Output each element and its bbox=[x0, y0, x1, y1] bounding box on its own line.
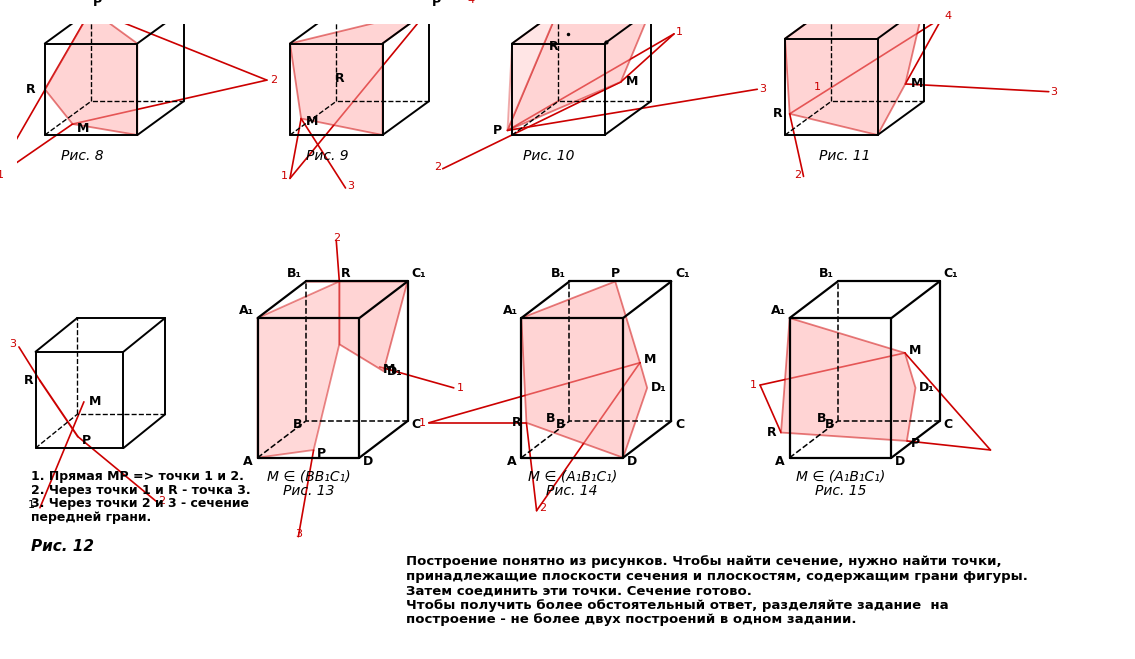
Text: M: M bbox=[89, 395, 101, 409]
Text: M: M bbox=[384, 363, 396, 376]
Text: Рис. 11: Рис. 11 bbox=[819, 149, 871, 163]
Text: M: M bbox=[644, 353, 656, 366]
Text: R: R bbox=[512, 416, 522, 429]
Text: 2. Через точки 1 и R - точка 3.: 2. Через точки 1 и R - точка 3. bbox=[31, 484, 251, 497]
Text: C₁: C₁ bbox=[411, 267, 426, 280]
Text: C: C bbox=[675, 418, 684, 432]
Text: B₁: B₁ bbox=[287, 267, 302, 280]
Text: D₁: D₁ bbox=[919, 382, 935, 394]
Text: A: A bbox=[775, 455, 785, 468]
Text: B: B bbox=[546, 412, 555, 425]
Text: Чтобы получить более обстоятельный ответ, разделяйте задание  на: Чтобы получить более обстоятельный ответ… bbox=[405, 598, 949, 612]
Text: Рис. 15: Рис. 15 bbox=[815, 484, 866, 498]
Text: 3: 3 bbox=[1051, 87, 1058, 97]
Text: Построение понятно из рисунков. Чтобы найти сечение, нужно найти точки,: Построение понятно из рисунков. Чтобы на… bbox=[405, 556, 1001, 568]
Text: 1: 1 bbox=[28, 500, 35, 510]
Text: R: R bbox=[549, 40, 558, 53]
Polygon shape bbox=[291, 10, 429, 135]
Text: построение - не более двух построений в одном задании.: построение - не более двух построений в … bbox=[405, 613, 856, 626]
Text: 1: 1 bbox=[814, 82, 821, 92]
Polygon shape bbox=[781, 318, 916, 441]
Text: Затем соединить эти точки. Сечение готово.: Затем соединить эти точки. Сечение готов… bbox=[405, 584, 751, 597]
Polygon shape bbox=[785, 5, 924, 135]
Text: A: A bbox=[507, 455, 516, 468]
Text: A₁: A₁ bbox=[238, 304, 254, 317]
Text: M ∈ (A₁B₁C₁): M ∈ (A₁B₁C₁) bbox=[796, 470, 885, 484]
Text: D₁: D₁ bbox=[650, 382, 666, 394]
Text: P: P bbox=[611, 267, 620, 280]
Polygon shape bbox=[44, 10, 137, 135]
Text: передней грани.: передней грани. bbox=[31, 511, 151, 524]
Text: 2: 2 bbox=[434, 162, 440, 172]
Text: B₁: B₁ bbox=[819, 267, 834, 280]
Text: D: D bbox=[363, 455, 373, 468]
Text: M ∈ (BB₁C₁): M ∈ (BB₁C₁) bbox=[267, 470, 351, 484]
Text: 2: 2 bbox=[333, 233, 339, 243]
Text: P: P bbox=[93, 0, 102, 9]
Polygon shape bbox=[521, 281, 647, 458]
Text: B₁: B₁ bbox=[550, 267, 565, 280]
Text: D: D bbox=[627, 455, 637, 468]
Text: B: B bbox=[816, 412, 826, 425]
Text: R: R bbox=[767, 426, 776, 439]
Text: A₁: A₁ bbox=[503, 304, 518, 317]
Text: C₁: C₁ bbox=[675, 267, 690, 280]
Text: P: P bbox=[318, 447, 327, 461]
Polygon shape bbox=[258, 281, 339, 458]
Text: M: M bbox=[77, 123, 90, 135]
Text: R: R bbox=[335, 72, 344, 85]
Text: 2: 2 bbox=[159, 496, 166, 506]
Text: 2: 2 bbox=[270, 75, 277, 85]
Text: 4: 4 bbox=[468, 0, 474, 5]
Text: M: M bbox=[627, 75, 639, 88]
Text: 3: 3 bbox=[759, 84, 766, 94]
Text: Рис. 14: Рис. 14 bbox=[546, 484, 598, 498]
Text: Рис. 8: Рис. 8 bbox=[60, 149, 103, 163]
Text: 4: 4 bbox=[944, 11, 951, 20]
Text: Рис. 13: Рис. 13 bbox=[283, 484, 335, 498]
Text: M: M bbox=[305, 115, 318, 128]
Text: 1: 1 bbox=[281, 171, 288, 181]
Text: C₁: C₁ bbox=[943, 267, 958, 280]
Text: R: R bbox=[26, 83, 35, 96]
Text: Рис. 12: Рис. 12 bbox=[31, 539, 94, 554]
Text: 1: 1 bbox=[0, 171, 3, 181]
Text: D₁: D₁ bbox=[387, 364, 403, 378]
Text: R: R bbox=[773, 107, 782, 121]
Text: 1. Прямая МР => точки 1 и 2.: 1. Прямая МР => точки 1 и 2. bbox=[31, 471, 244, 484]
Text: C: C bbox=[411, 418, 420, 432]
Text: P: P bbox=[910, 438, 919, 450]
Text: Рис. 10: Рис. 10 bbox=[523, 149, 574, 163]
Text: A: A bbox=[243, 455, 253, 468]
Text: P: P bbox=[431, 0, 440, 9]
Text: M ∈ (A₁B₁C₁): M ∈ (A₁B₁C₁) bbox=[528, 470, 616, 484]
Text: P: P bbox=[82, 434, 91, 447]
Polygon shape bbox=[305, 281, 407, 371]
Text: 2: 2 bbox=[793, 169, 801, 179]
Text: C: C bbox=[943, 418, 952, 432]
Text: B: B bbox=[556, 418, 565, 432]
Text: 3: 3 bbox=[9, 339, 16, 349]
Text: принадлежащие плоскости сечения и плоскостям, содержащим грани фигуры.: принадлежащие плоскости сечения и плоско… bbox=[405, 569, 1027, 583]
Text: 3. Через точки 2 и 3 - сечение: 3. Через точки 2 и 3 - сечение bbox=[31, 498, 249, 511]
Text: M: M bbox=[909, 343, 920, 357]
Text: 3: 3 bbox=[347, 181, 354, 191]
Text: Рис. 9: Рис. 9 bbox=[305, 149, 348, 163]
Text: M: M bbox=[911, 78, 923, 90]
Polygon shape bbox=[507, 10, 558, 130]
Text: A₁: A₁ bbox=[771, 304, 785, 317]
Text: D: D bbox=[896, 455, 906, 468]
Text: B: B bbox=[825, 418, 834, 432]
Text: 1: 1 bbox=[675, 27, 683, 37]
Text: B: B bbox=[293, 418, 302, 432]
Polygon shape bbox=[507, 10, 650, 130]
Text: R: R bbox=[24, 374, 33, 387]
Text: 3: 3 bbox=[295, 529, 302, 539]
Text: 1: 1 bbox=[750, 380, 757, 390]
Text: 1: 1 bbox=[419, 418, 426, 428]
Text: 1: 1 bbox=[456, 383, 463, 393]
Text: 2: 2 bbox=[539, 503, 546, 513]
Text: R: R bbox=[342, 267, 351, 280]
Text: P: P bbox=[493, 124, 502, 137]
